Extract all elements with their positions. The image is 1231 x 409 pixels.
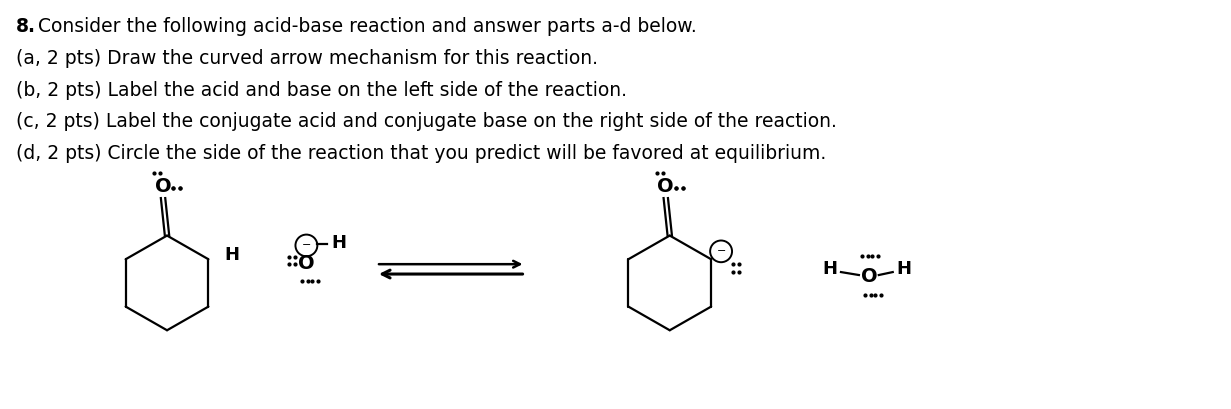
Text: (d, 2 pts) Circle the side of the reaction that you predict will be favored at e: (d, 2 pts) Circle the side of the reacti… (16, 144, 826, 163)
Text: Consider the following acid-base reaction and answer parts a-d below.: Consider the following acid-base reactio… (38, 17, 697, 36)
Text: (a, 2 pts) Draw the curved arrow mechanism for this reaction.: (a, 2 pts) Draw the curved arrow mechani… (16, 49, 598, 68)
Text: 8.: 8. (16, 17, 36, 36)
Text: O: O (657, 177, 675, 196)
Text: (c, 2 pts) Label the conjugate acid and conjugate base on the right side of the : (c, 2 pts) Label the conjugate acid and … (16, 112, 837, 131)
Text: H: H (896, 260, 912, 278)
Text: H: H (224, 246, 239, 264)
Text: O: O (155, 177, 171, 196)
Text: (b, 2 pts) Label the acid and base on the left side of the reaction.: (b, 2 pts) Label the acid and base on th… (16, 81, 627, 100)
Text: −: − (302, 240, 311, 250)
Text: O: O (298, 254, 315, 273)
Text: H: H (331, 234, 346, 252)
Text: −: − (716, 246, 726, 256)
Text: O: O (860, 267, 878, 285)
Text: H: H (822, 260, 837, 278)
